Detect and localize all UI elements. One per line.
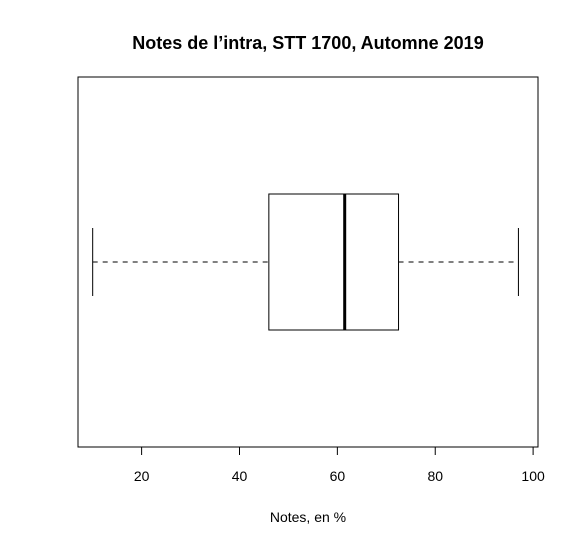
x-tick-label-80: 80 <box>427 468 443 484</box>
boxplot <box>92 193 519 331</box>
x-axis-label: Notes, en % <box>270 509 346 525</box>
x-tick-label-60: 60 <box>330 468 346 484</box>
x-axis: 20 40 60 80 100 <box>134 446 545 484</box>
x-tick-label-40: 40 <box>232 468 248 484</box>
x-tick-label-20: 20 <box>134 468 150 484</box>
chart-title: Notes de l’intra, STT 1700, Automne 2019 <box>132 33 483 53</box>
iqr-box <box>268 193 400 331</box>
x-tick-label-100: 100 <box>521 468 545 484</box>
